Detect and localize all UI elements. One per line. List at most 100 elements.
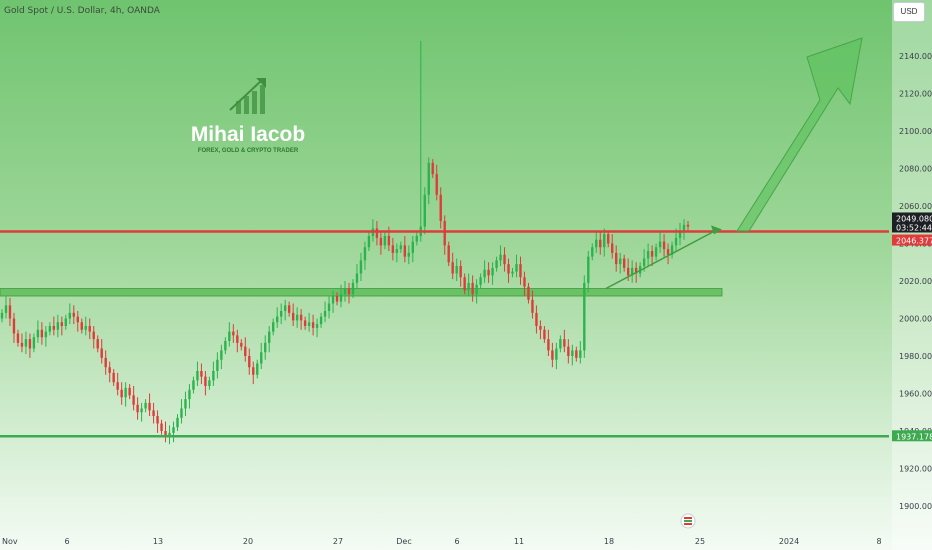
candle-body[interactable] xyxy=(611,243,614,253)
candle-body[interactable] xyxy=(662,241,666,250)
candle-body[interactable] xyxy=(16,333,20,343)
candle-body[interactable] xyxy=(399,245,403,250)
candle-body[interactable] xyxy=(395,249,399,253)
candle-body[interactable] xyxy=(56,322,60,330)
candle-body[interactable] xyxy=(583,282,586,351)
candle-body[interactable] xyxy=(315,324,319,328)
trendline[interactable] xyxy=(605,229,717,290)
candle-body[interactable] xyxy=(164,431,167,437)
candle-body[interactable] xyxy=(359,260,363,274)
candle-body[interactable] xyxy=(104,357,107,368)
candle-body[interactable] xyxy=(48,326,52,332)
candle-body[interactable] xyxy=(116,382,119,390)
candle-body[interactable] xyxy=(467,282,470,291)
candle-body[interactable] xyxy=(634,267,638,274)
candle-body[interactable] xyxy=(60,322,64,326)
candle-body[interactable] xyxy=(291,312,295,321)
candle-body[interactable] xyxy=(407,252,411,257)
candle-body[interactable] xyxy=(28,339,32,349)
candle-body[interactable] xyxy=(152,410,155,416)
candle-body[interactable] xyxy=(184,399,187,409)
candle-body[interactable] xyxy=(327,303,331,312)
candle-body[interactable] xyxy=(120,389,123,398)
candle-body[interactable] xyxy=(367,236,371,248)
candle-body[interactable] xyxy=(503,254,506,265)
candle-body[interactable] xyxy=(343,288,347,295)
candle-body[interactable] xyxy=(619,258,622,265)
candle-body[interactable] xyxy=(527,286,530,300)
candle-body[interactable] xyxy=(319,316,323,325)
candle-body[interactable] xyxy=(471,282,474,295)
candle-body[interactable] xyxy=(415,236,418,242)
candle-body[interactable] xyxy=(447,245,450,263)
candle-body[interactable] xyxy=(670,245,674,255)
candle-body[interactable] xyxy=(487,269,490,276)
candle-body[interactable] xyxy=(547,339,550,351)
candle-body[interactable] xyxy=(323,311,327,317)
flag-icon[interactable] xyxy=(680,513,696,529)
candle-body[interactable] xyxy=(555,348,558,360)
candle-body[interactable] xyxy=(244,346,247,356)
candle-body[interactable] xyxy=(626,267,630,276)
candle-body[interactable] xyxy=(260,352,263,364)
candle-body[interactable] xyxy=(511,271,514,274)
candle-body[interactable] xyxy=(52,326,56,330)
candle-body[interactable] xyxy=(112,372,115,383)
candle-body[interactable] xyxy=(603,234,606,248)
candle-body[interactable] xyxy=(44,331,48,338)
candle-body[interactable] xyxy=(531,299,534,313)
candle-body[interactable] xyxy=(543,329,546,340)
candle-body[interactable] xyxy=(559,339,562,349)
candle-body[interactable] xyxy=(495,260,498,268)
candle-body[interactable] xyxy=(92,331,95,340)
candle-body[interactable] xyxy=(272,322,275,332)
candle-body[interactable] xyxy=(435,174,438,195)
candle-body[interactable] xyxy=(507,264,510,274)
candle-body[interactable] xyxy=(646,251,650,259)
candle-body[interactable] xyxy=(208,380,211,386)
candle-body[interactable] xyxy=(188,389,191,400)
candle-body[interactable] xyxy=(439,194,442,221)
candle-body[interactable] xyxy=(144,402,147,409)
candle-body[interactable] xyxy=(212,371,215,381)
candle-body[interactable] xyxy=(375,228,379,238)
candle-body[interactable] xyxy=(220,350,223,360)
candle-body[interactable] xyxy=(347,288,351,295)
candle-body[interactable] xyxy=(68,312,71,319)
candle-body[interactable] xyxy=(108,367,111,373)
candle-body[interactable] xyxy=(666,249,670,255)
candle-body[interactable] xyxy=(311,322,315,328)
candle-body[interactable] xyxy=(483,269,486,278)
candle-body[interactable] xyxy=(455,266,458,274)
candle-body[interactable] xyxy=(24,339,28,347)
candle-body[interactable] xyxy=(299,314,303,321)
candle-body[interactable] xyxy=(591,247,594,257)
candle-body[interactable] xyxy=(12,318,16,334)
candle-body[interactable] xyxy=(571,350,574,356)
candle-body[interactable] xyxy=(642,258,646,267)
candle-body[interactable] xyxy=(295,314,299,321)
candle-body[interactable] xyxy=(630,267,634,276)
candle-body[interactable] xyxy=(32,337,36,349)
candle-body[interactable] xyxy=(379,237,383,246)
candle-body[interactable] xyxy=(539,326,542,330)
candle-body[interactable] xyxy=(20,342,24,347)
candle-body[interactable] xyxy=(232,331,235,336)
candle-body[interactable] xyxy=(36,329,40,338)
candle-body[interactable] xyxy=(363,247,367,261)
candle-body[interactable] xyxy=(80,322,83,330)
candle-body[interactable] xyxy=(248,356,251,368)
candle-body[interactable] xyxy=(124,387,127,398)
candle-body[interactable] xyxy=(40,329,44,338)
candle-body[interactable] xyxy=(96,339,99,349)
candle-body[interactable] xyxy=(240,342,243,347)
candle-body[interactable] xyxy=(84,326,87,330)
candle-body[interactable] xyxy=(535,312,538,326)
candle-body[interactable] xyxy=(168,432,171,437)
currency-button[interactable]: USD xyxy=(893,2,925,22)
candle-body[interactable] xyxy=(475,284,478,295)
candle-body[interactable] xyxy=(599,239,602,248)
candle-body[interactable] xyxy=(383,236,387,246)
candle-body[interactable] xyxy=(160,423,163,432)
